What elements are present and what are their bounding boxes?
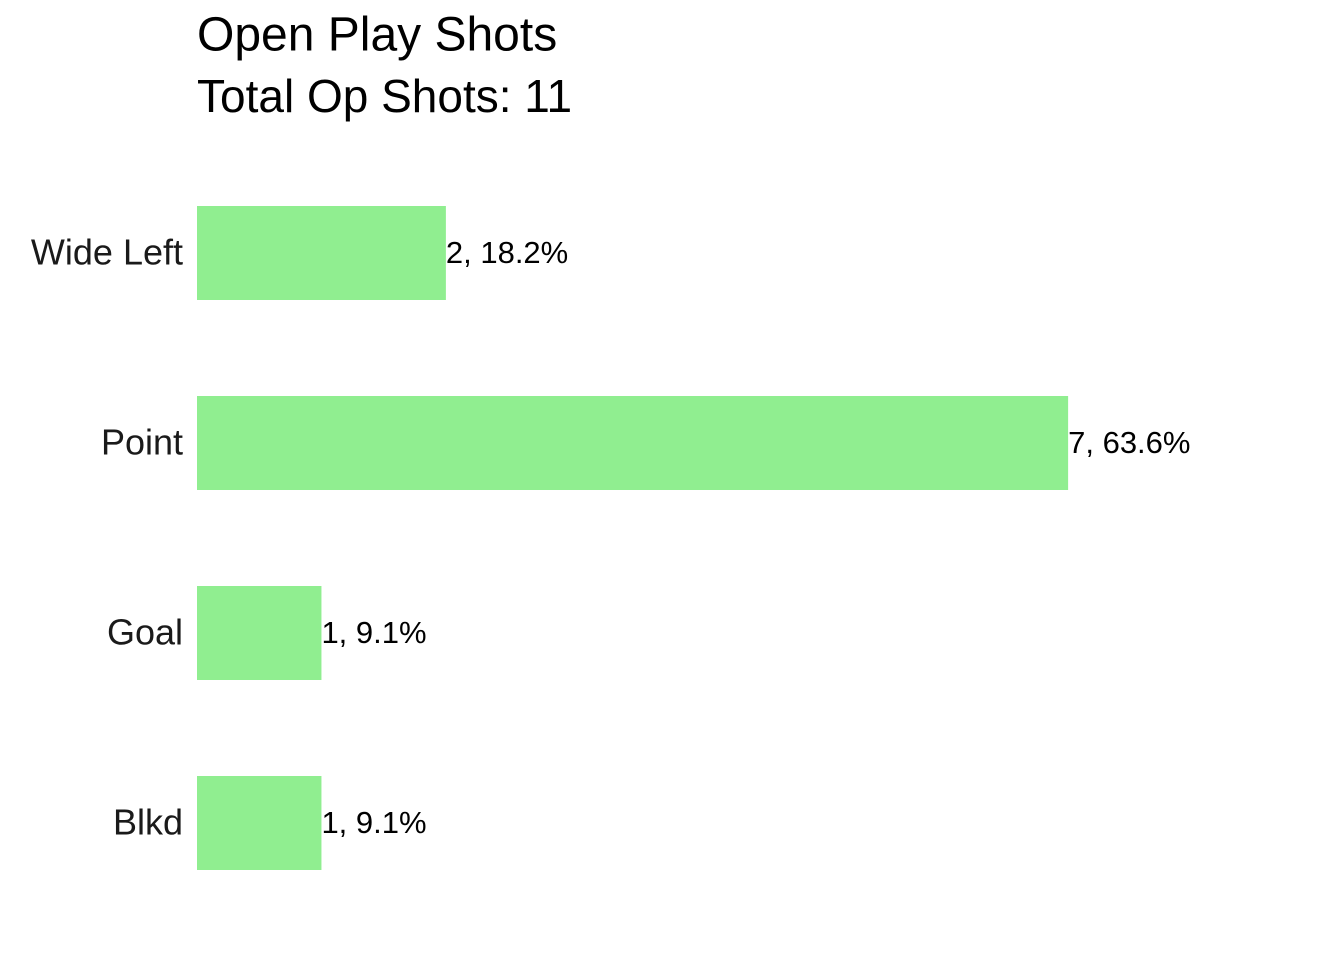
bar (197, 206, 446, 300)
bar (197, 586, 322, 680)
value-label: 1, 9.1% (321, 615, 426, 650)
value-label: 7, 63.6% (1068, 425, 1190, 460)
y-tick-label: Point (101, 422, 183, 463)
value-label: 2, 18.2% (446, 235, 568, 270)
y-tick-label: Goal (107, 612, 183, 653)
y-tick-label: Wide Left (31, 232, 183, 273)
value-label: 1, 9.1% (321, 805, 426, 840)
y-tick-label: Blkd (113, 802, 183, 843)
bar (197, 396, 1069, 490)
chart-subtitle: Total Op Shots: 11 (197, 70, 572, 122)
chart-title: Open Play Shots (197, 9, 557, 62)
bar (197, 776, 322, 870)
